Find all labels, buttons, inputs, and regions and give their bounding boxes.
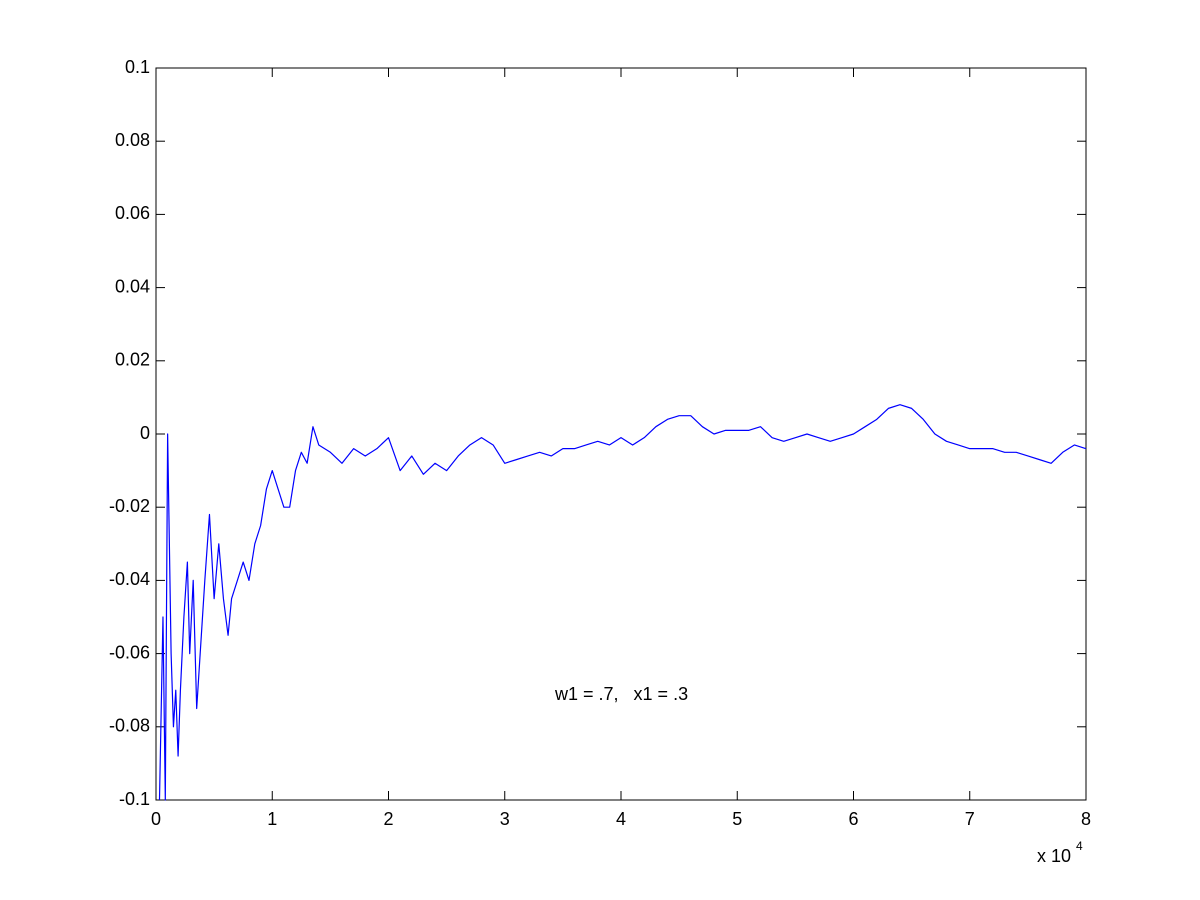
y-tick-label: -0.04 bbox=[109, 569, 150, 589]
y-tick-label: -0.1 bbox=[119, 789, 150, 809]
x-multiplier: x 10 bbox=[1037, 846, 1071, 866]
x-tick-label: 2 bbox=[383, 809, 393, 829]
y-tick-label: 0 bbox=[140, 423, 150, 443]
x-tick-label: 5 bbox=[732, 809, 742, 829]
y-tick-label: -0.02 bbox=[109, 496, 150, 516]
x-tick-label: 7 bbox=[965, 809, 975, 829]
x-tick-label: 1 bbox=[267, 809, 277, 829]
y-tick-label: 0.1 bbox=[125, 57, 150, 77]
x-tick-label: 3 bbox=[500, 809, 510, 829]
x-multiplier-exponent: 4 bbox=[1076, 839, 1083, 853]
y-tick-label: 0.02 bbox=[115, 350, 150, 370]
y-tick-label: -0.06 bbox=[109, 642, 150, 662]
y-tick-label: -0.08 bbox=[109, 716, 150, 736]
x-tick-label: 8 bbox=[1081, 809, 1091, 829]
x-tick-label: 4 bbox=[616, 809, 626, 829]
annotation: w1 = .7, x1 = .3 bbox=[554, 684, 688, 704]
y-tick-label: 0.06 bbox=[115, 203, 150, 223]
x-tick-label: 0 bbox=[151, 809, 161, 829]
data-line bbox=[158, 404, 1087, 801]
x-tick-label: 6 bbox=[848, 809, 858, 829]
y-tick-label: 0.04 bbox=[115, 276, 150, 296]
y-tick-label: 0.08 bbox=[115, 130, 150, 150]
